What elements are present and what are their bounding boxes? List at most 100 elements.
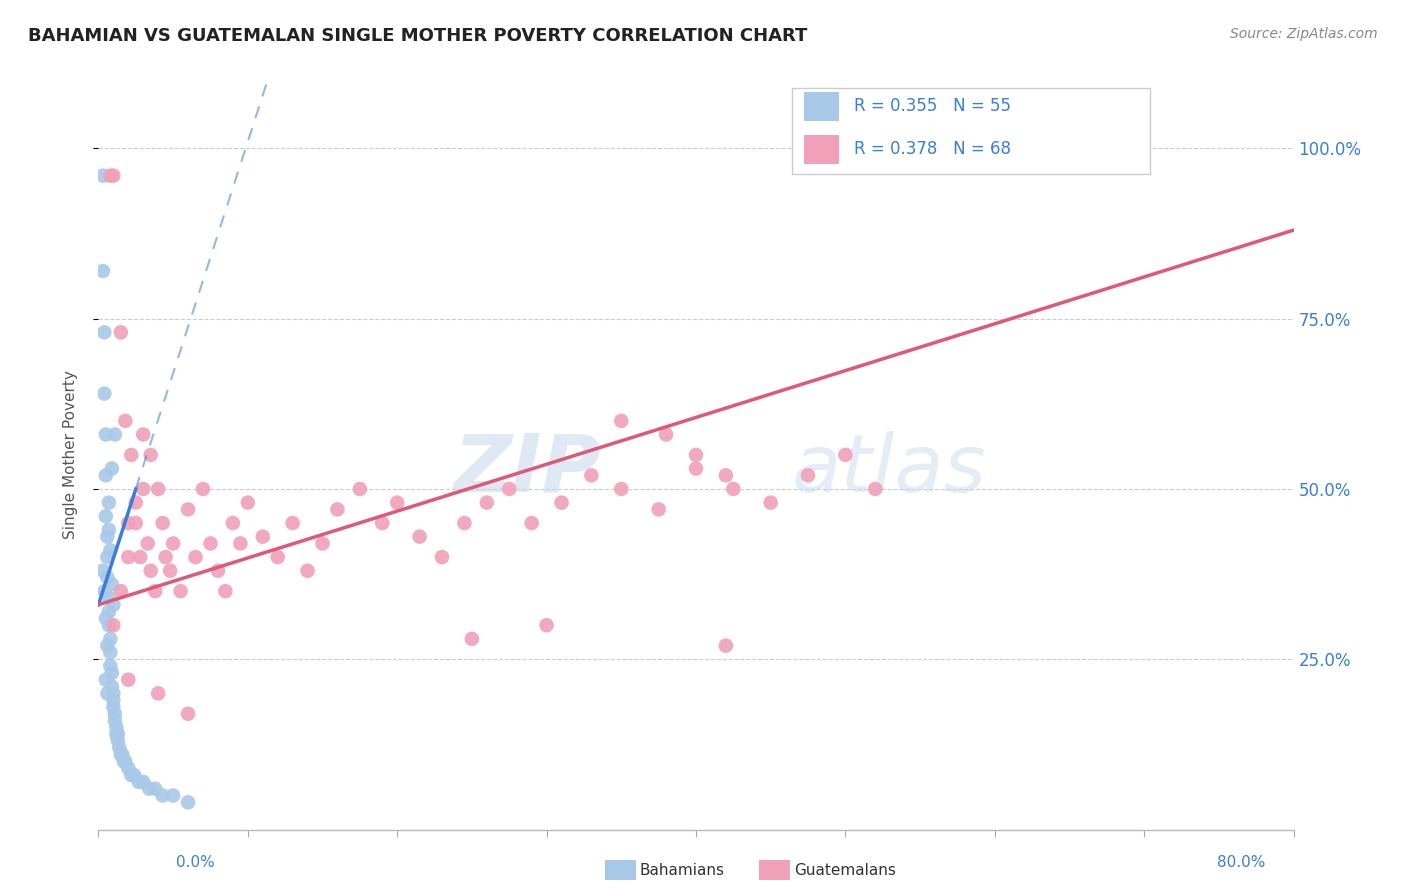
Point [759,495,782,509]
Point [723,482,745,496]
Point [520,516,543,530]
Point [610,482,633,496]
Point [797,468,820,483]
Point [536,618,558,632]
Point [136,536,159,550]
Point [207,564,229,578]
Point [297,564,319,578]
Text: Guatemalans: Guatemalans [794,863,896,878]
Point [105,727,128,741]
Point [132,427,155,442]
Point [349,482,371,496]
Point [110,584,132,599]
Point [104,714,127,728]
Point [647,502,669,516]
Point [112,755,135,769]
Point [97,495,120,509]
Point [91,169,114,183]
Point [98,169,122,183]
Point [91,564,114,578]
Text: R = 0.378   N = 68: R = 0.378 N = 68 [853,140,1011,159]
Bar [792,87,1150,174]
Point [610,414,633,428]
Text: 80.0%: 80.0% [1218,855,1265,870]
Point [143,781,166,796]
Point [101,680,124,694]
Point [214,584,236,599]
Point [475,495,498,509]
Point [103,618,125,632]
Point [94,611,117,625]
Point [94,509,117,524]
Point [430,550,453,565]
Point [184,550,207,565]
Point [107,734,129,748]
Point [685,461,707,475]
Point [385,495,409,509]
Text: 0.0%: 0.0% [176,855,215,870]
Point [104,427,127,442]
Point [581,468,603,483]
Point [148,482,170,496]
Point [110,747,132,762]
Point [252,530,274,544]
Point [128,775,150,789]
Point [114,414,136,428]
Y-axis label: Single Mother Poverty: Single Mother Poverty [63,370,77,540]
Point [125,516,148,530]
Point [101,461,124,475]
Point [132,482,155,496]
Bar [804,92,839,120]
Point [107,727,129,741]
Point [865,482,887,496]
Text: R = 0.355   N = 55: R = 0.355 N = 55 [853,97,1011,115]
Point [714,639,737,653]
Text: ZIP: ZIP [453,431,600,509]
Point [129,550,152,565]
Point [371,516,394,530]
Point [108,740,131,755]
Point [98,632,122,646]
Point [177,795,200,809]
Point [124,768,146,782]
Point [103,686,125,700]
Point [155,550,177,565]
Point [117,550,139,565]
Point [311,536,333,550]
Point [94,468,117,483]
Bar [804,135,839,163]
Point [200,536,222,550]
Point [138,781,160,796]
Point [97,605,120,619]
Point [714,468,737,483]
Point [98,645,122,659]
Point [125,495,148,509]
Point [117,516,139,530]
Point [267,550,290,565]
Point [94,427,117,442]
Point [229,536,252,550]
Point [152,789,174,803]
Point [114,755,136,769]
Point [104,706,127,721]
Point [103,169,125,183]
Point [143,584,166,599]
Point [97,618,120,632]
Point [453,516,475,530]
Point [191,482,214,496]
Point [103,598,125,612]
Point [101,577,124,591]
Point [120,768,142,782]
Point [162,536,184,550]
Point [105,720,128,734]
Point [139,448,162,462]
Point [655,427,678,442]
Point [159,564,181,578]
Text: atlas: atlas [792,431,987,509]
Point [96,550,118,565]
Point [281,516,304,530]
Point [169,584,191,599]
Text: Bahamians: Bahamians [640,863,724,878]
Point [97,523,120,537]
Point [91,264,114,278]
